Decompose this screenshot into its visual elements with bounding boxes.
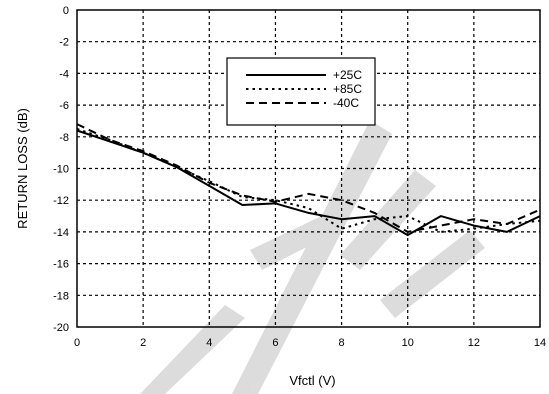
watermark-stroke-5: [380, 230, 485, 318]
x-tick-label: 4: [206, 337, 212, 349]
y-tick-label: 0: [63, 5, 69, 17]
watermark-stroke-1: [232, 120, 392, 394]
series-line-1: [76, 129, 541, 237]
y-axis-label: RETURN LOSS (dB): [15, 108, 30, 229]
y-tick-label: -8: [59, 132, 69, 144]
legend-box: [226, 57, 376, 126]
x-tick-label: 6: [272, 337, 278, 349]
x-tick-label: 8: [339, 337, 345, 349]
plot-frame: [76, 9, 541, 328]
x-tick-label: 0: [74, 337, 80, 349]
x-tick-label: 2: [140, 337, 146, 349]
watermark-stroke-3: [250, 212, 340, 270]
y-tick-label: -10: [53, 164, 69, 176]
y-tick-label: -6: [59, 100, 69, 112]
series-line-3: [76, 123, 541, 233]
legend-label-1: +25C: [333, 68, 362, 82]
y-tick-label: -2: [59, 37, 69, 49]
watermark-logo: [140, 120, 485, 394]
watermark-stroke-2: [140, 305, 245, 394]
series-lines: [76, 123, 541, 237]
legend-label-2: +85C: [333, 82, 362, 96]
series-line-2: [76, 127, 541, 233]
y-tick-label: -16: [53, 259, 69, 271]
x-axis-label: Vfctl (V): [289, 373, 335, 388]
legend-label-3: -40C: [333, 96, 359, 110]
y-tick-label: -20: [53, 322, 69, 334]
y-tick-label: -14: [53, 227, 69, 239]
x-tick-label: 10: [402, 337, 414, 349]
y-tick-label: -12: [53, 195, 69, 207]
y-tick-label: -18: [53, 290, 69, 302]
grid: [77, 10, 540, 327]
legend: +25C+85C-40C: [226, 57, 376, 126]
legend-items: +25C+85C-40C: [246, 68, 362, 110]
x-tick-label: 14: [534, 337, 546, 349]
x-tick-label: 12: [468, 337, 480, 349]
y-tick-label: -4: [59, 68, 69, 80]
tick-labels: 0 2 4 6 8 10 12 14 0 -2 -4 -6 -8 -10 -12 -14 -16 -18 -20: [53, 5, 546, 349]
